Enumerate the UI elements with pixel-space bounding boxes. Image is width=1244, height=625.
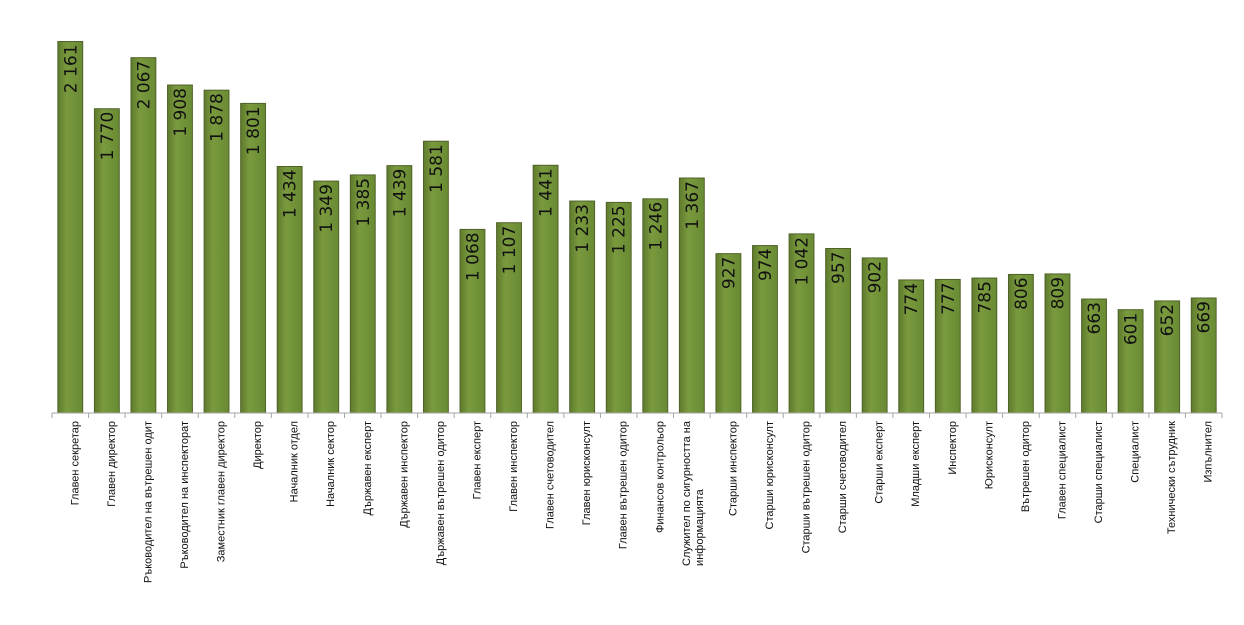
category-label: Главен инспектор bbox=[508, 421, 520, 512]
value-labels-layer: 2 161 1 770 2 067 1 908 1 878 1 801 1 434 1 349… bbox=[61, 45, 1214, 346]
bar-value-label: 974 bbox=[756, 249, 776, 281]
bar-value-label: 809 bbox=[1048, 277, 1068, 309]
bar bbox=[861, 257, 888, 414]
bar-value-label: 902 bbox=[866, 261, 886, 293]
bar-value-label: 957 bbox=[829, 251, 849, 283]
bar-value-label: 1 042 bbox=[793, 237, 813, 286]
bar-value-label: 663 bbox=[1085, 302, 1105, 334]
category-label: Главен експерт bbox=[471, 421, 483, 499]
category-label: Държавен инспектор bbox=[398, 421, 410, 528]
category-label: Началник отдел bbox=[289, 421, 301, 502]
category-label: Ръководител на инспекторат bbox=[179, 421, 191, 569]
category-label: Технически сътрудник bbox=[1166, 421, 1178, 534]
bar-value-label: 785 bbox=[975, 281, 995, 313]
bar bbox=[678, 177, 705, 414]
bar bbox=[57, 41, 84, 414]
category-label: Старши юрисконсулт bbox=[764, 421, 776, 529]
bar-value-label: 1 770 bbox=[98, 112, 118, 161]
category-label: Главен счетоводител bbox=[545, 421, 557, 529]
bar-value-label: 1 068 bbox=[463, 232, 483, 281]
bar-value-label: 1 581 bbox=[427, 144, 447, 193]
bar-value-label: 927 bbox=[719, 257, 739, 289]
bar bbox=[971, 277, 998, 414]
bar-value-label: 669 bbox=[1195, 301, 1215, 333]
bar-value-label: 1 225 bbox=[610, 205, 630, 254]
bar-value-label: 806 bbox=[1012, 277, 1032, 309]
category-label: Специалист bbox=[1130, 421, 1142, 483]
category-label: Старши експерт bbox=[874, 421, 886, 504]
category-label: Старши специалист bbox=[1093, 421, 1105, 523]
bar-value-label: 601 bbox=[1122, 313, 1142, 345]
bar bbox=[203, 89, 230, 414]
category-label: Старши вътрешен одитор bbox=[801, 421, 813, 553]
bar bbox=[93, 108, 120, 414]
bar bbox=[130, 57, 157, 414]
bar bbox=[788, 233, 815, 414]
bar-value-label: 774 bbox=[902, 283, 922, 315]
bar bbox=[715, 253, 742, 414]
bar bbox=[934, 278, 961, 414]
bars-layer bbox=[57, 41, 1217, 414]
category-label: Заместник главен директор bbox=[216, 421, 228, 562]
category-label: Изпълнител bbox=[1203, 421, 1215, 483]
category-label: Юрисконсулт bbox=[983, 421, 995, 489]
category-labels-layer: Главен секретар Главен директор Ръководите… bbox=[69, 420, 1214, 583]
bar bbox=[496, 222, 522, 414]
bar bbox=[898, 279, 925, 414]
category-label: Началник сектор bbox=[325, 421, 337, 507]
bar bbox=[1154, 300, 1181, 414]
category-label: Главен секретар bbox=[69, 421, 81, 505]
bar-value-label: 2 067 bbox=[134, 61, 154, 110]
category-label: Младши експерт bbox=[910, 421, 922, 507]
bar bbox=[532, 164, 559, 414]
category-label: Главен директор bbox=[106, 421, 118, 507]
bar bbox=[605, 201, 632, 414]
category-label: Държавен експерт bbox=[362, 421, 374, 515]
x-axis-ticks bbox=[51, 413, 1223, 418]
category-label: Главен специалист bbox=[1056, 421, 1068, 519]
category-label: Служител по сигурността наинформацията bbox=[681, 420, 706, 566]
category-label: Вътрешен одитор bbox=[1020, 421, 1032, 512]
category-label: Държавен вътрешен одитор bbox=[435, 421, 447, 565]
category-label: Старши счетоводител bbox=[837, 421, 849, 533]
bar bbox=[167, 84, 193, 414]
bar bbox=[459, 228, 486, 414]
category-label: Главен вътрешен одитор bbox=[618, 421, 630, 549]
bar-value-label: 1 801 bbox=[244, 106, 264, 155]
bar bbox=[240, 102, 267, 414]
bar bbox=[313, 180, 340, 414]
bar-value-label: 1 908 bbox=[171, 88, 191, 137]
bar-value-label: 1 441 bbox=[537, 168, 557, 217]
bar bbox=[752, 245, 778, 414]
bar-value-label: 1 434 bbox=[281, 169, 301, 218]
bar bbox=[1190, 297, 1217, 414]
bar bbox=[825, 247, 852, 414]
bar-value-label: 1 107 bbox=[500, 226, 520, 275]
category-label: Ръководител на вътрешен одит bbox=[142, 421, 154, 583]
category-label: Инспектор bbox=[947, 421, 959, 475]
bar-value-label: 777 bbox=[939, 282, 959, 314]
category-label: Финансов контрольор bbox=[654, 421, 666, 533]
category-label: Главен юрисконсулт bbox=[581, 421, 593, 525]
bar bbox=[1117, 309, 1144, 414]
bar-value-label: 1 233 bbox=[573, 204, 593, 253]
bar-value-label: 1 878 bbox=[208, 93, 228, 142]
bar bbox=[1044, 273, 1071, 414]
bar bbox=[386, 165, 413, 414]
bar-value-label: 1 246 bbox=[646, 202, 666, 251]
category-label: Старши инспектор bbox=[727, 421, 739, 516]
category-label: Директор bbox=[252, 421, 264, 469]
bar-value-label: 1 349 bbox=[317, 184, 337, 233]
bar-value-label: 1 439 bbox=[390, 169, 410, 218]
bar-value-label: 2 161 bbox=[61, 45, 81, 94]
bar bbox=[1081, 298, 1107, 414]
bar-value-label: 1 385 bbox=[354, 178, 374, 227]
bar-value-label: 652 bbox=[1158, 304, 1178, 336]
bar-value-label: 1 367 bbox=[683, 181, 703, 230]
